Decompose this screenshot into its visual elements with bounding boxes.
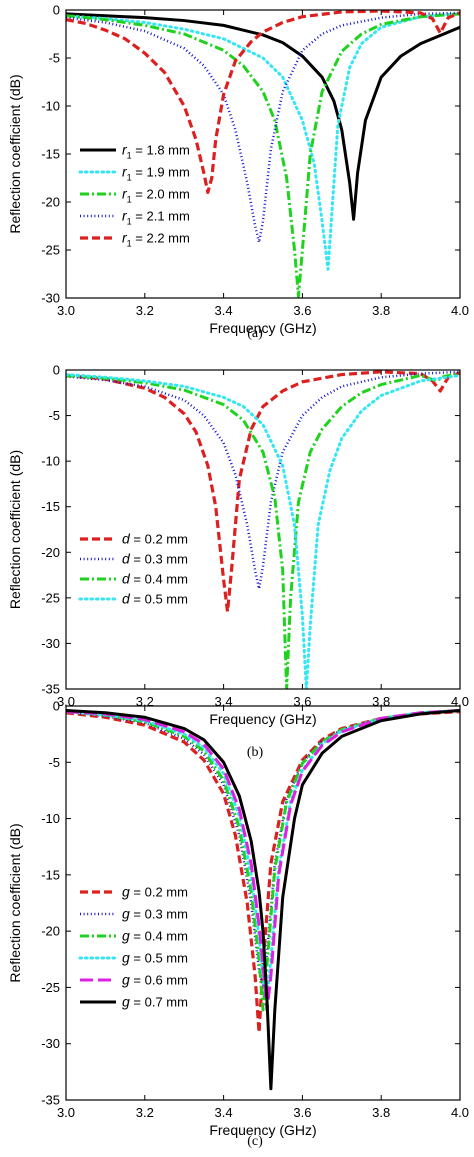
plot-frame	[65, 369, 461, 690]
y-tick-label: -20	[41, 195, 60, 210]
y-tick-label: -30	[41, 291, 60, 306]
y-tick-label: -25	[41, 243, 60, 258]
y-tick-label: 0	[53, 3, 60, 18]
x-tick-label: 3.2	[136, 303, 154, 318]
x-tick-label: 4.0	[451, 1105, 469, 1120]
y-tick-label: 0	[53, 363, 60, 378]
y-tick-label: -10	[41, 99, 60, 114]
x-tick-label: 3.8	[372, 1105, 390, 1120]
x-tick-label: 4.0	[451, 694, 469, 709]
x-tick-label: 3.2	[136, 1105, 154, 1120]
legend-label: d = 0.5 mm	[122, 591, 188, 607]
legend: g = 0.2 mm g = 0.3 mm g = 0.4 mm g = 0.5 mm…	[78, 884, 188, 1010]
series-line-3	[66, 12, 460, 298]
y-tick-label: -5	[48, 51, 60, 66]
y-tick-label: -20	[41, 924, 60, 939]
y-axis-label: Reflection coefficient (dB)	[7, 450, 23, 609]
y-tick-label: -10	[41, 811, 60, 826]
y-tick-label: -20	[41, 545, 60, 560]
y-tick-label: -35	[41, 682, 60, 697]
series-line-1	[66, 12, 460, 221]
legend-label: r1 = 1.9 mm	[122, 164, 190, 183]
y-tick-label: -35	[41, 1093, 60, 1108]
legend-label: d = 0.2 mm	[122, 531, 188, 547]
x-axis-label: Frequency (GHz)	[209, 711, 316, 727]
legend-label: r1 = 2.0 mm	[122, 186, 190, 205]
y-tick-label: -15	[41, 499, 60, 514]
legend-label: g = 0.6 mm	[122, 972, 188, 988]
panel-caption: (a)	[247, 326, 263, 341]
y-tick-label: -15	[41, 867, 60, 882]
chart-panel-3: 3.0 3.2 3.4 3.6 3.8 4.0 0 -5 -10 -15 -20 -25 -30 -35 F…	[7, 699, 469, 1150]
legend-label: d = 0.3 mm	[122, 551, 188, 567]
chart-panel-1: 3.0 3.2 3.4 3.6 3.8 4.0 0 -5 -10 -15 -20 -25 -30 Freq…	[7, 3, 469, 342]
x-tick-label: 3.0	[57, 694, 75, 709]
y-axis-label: Reflection coefficient (dB)	[7, 823, 23, 982]
series-line-3	[66, 709, 460, 1012]
x-tick-label: 3.0	[57, 1105, 75, 1120]
y-axis-label: Reflection coefficient (dB)	[7, 74, 23, 233]
x-axis-label: Frequency (GHz)	[209, 320, 316, 336]
x-tick-label: 3.2	[136, 694, 154, 709]
y-tick-label: -25	[41, 590, 60, 605]
x-tick-label: 3.4	[215, 1105, 233, 1120]
x-tick-label: 3.6	[293, 1105, 311, 1120]
chart-panel-2: 3.0 3.2 3.4 3.6 3.8 4.0 0 -5 -10 -15 -20 -25 -30 -35 F…	[7, 363, 469, 761]
legend: d = 0.2 mm d = 0.3 mm d = 0.4 mm d = 0.5 mm	[78, 531, 188, 607]
legend-label: g = 0.5 mm	[122, 950, 188, 966]
y-tick-label: -25	[41, 980, 60, 995]
y-tick-label: 0	[53, 699, 60, 714]
legend-label: r1 = 2.1 mm	[122, 208, 190, 227]
x-tick-label: 3.0	[57, 303, 75, 318]
series-line-6	[66, 709, 460, 1091]
legend-label: g = 0.4 mm	[122, 928, 188, 944]
x-tick-label: 3.8	[372, 694, 390, 709]
y-tick-label: -5	[48, 408, 60, 423]
x-tick-label: 3.6	[293, 303, 311, 318]
x-tick-label: 3.6	[293, 694, 311, 709]
panel-caption: (c)	[247, 1134, 263, 1149]
panel-caption: (b)	[247, 745, 264, 760]
y-tick-label: -30	[41, 1036, 60, 1051]
legend: r1 = 1.8 mm r1 = 1.9 mm r1 = 2.0 mm r1 = 2.…	[78, 142, 190, 249]
plot-frame	[65, 705, 461, 1101]
x-tick-label: 3.8	[372, 303, 390, 318]
y-tick-label: -30	[41, 636, 60, 651]
x-tick-label: 3.4	[215, 303, 233, 318]
legend-label: g = 0.3 mm	[122, 906, 188, 922]
series-line-4	[66, 11, 460, 244]
series-line-4	[66, 373, 460, 689]
legend-label: g = 0.7 mm	[122, 994, 188, 1010]
series-line-2	[66, 12, 460, 271]
series-line-5	[66, 10, 460, 194]
x-tick-label: 3.4	[215, 694, 233, 709]
x-tick-label: 4.0	[451, 303, 469, 318]
legend-label: d = 0.4 mm	[122, 571, 188, 587]
legend-label: r1 = 1.8 mm	[122, 142, 190, 161]
legend-label: r1 = 2.2 mm	[122, 230, 190, 249]
y-tick-label: -10	[41, 454, 60, 469]
legend-label: g = 0.2 mm	[122, 884, 188, 900]
x-axis-label: Frequency (GHz)	[209, 1122, 316, 1138]
y-tick-label: -5	[48, 755, 60, 770]
series-line-3	[66, 372, 460, 689]
y-tick-label: -15	[41, 147, 60, 162]
